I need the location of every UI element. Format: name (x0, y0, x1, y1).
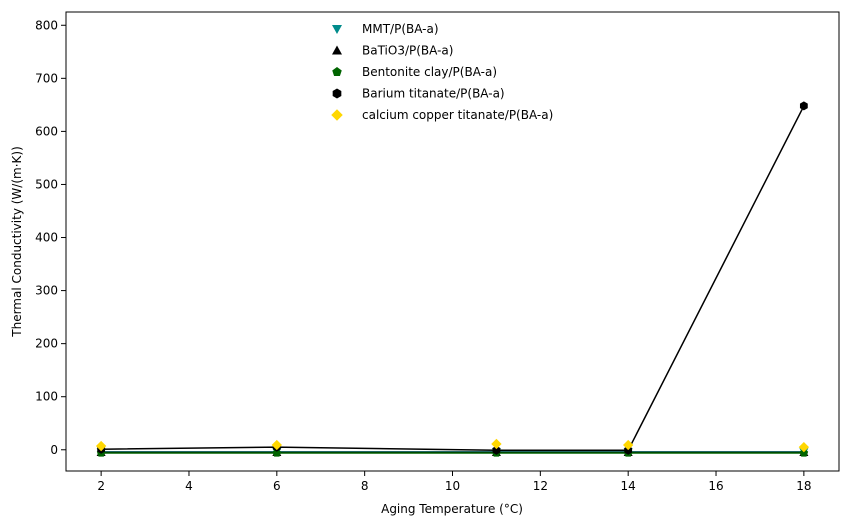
series-5 (95, 438, 810, 453)
legend-label: MMT/P(BA-a) (362, 22, 439, 36)
x-tick-label: 2 (97, 479, 105, 493)
legend-label: calcium copper titanate/P(BA-a) (362, 108, 553, 122)
legend-marker (331, 109, 343, 121)
y-tick-label: 200 (35, 337, 58, 351)
data-point (491, 438, 502, 450)
x-tick-label: 8 (361, 479, 369, 493)
legend-item: calcium copper titanate/P(BA-a) (331, 108, 553, 122)
x-tick-label: 14 (621, 479, 636, 493)
legend-marker (332, 88, 342, 99)
legend-label: Barium titanate/P(BA-a) (362, 87, 505, 101)
legend: MMT/P(BA-a) BaTiO3/P(BA-a) Bentonite clay/… (331, 22, 553, 122)
y-tick-label: 400 (35, 231, 58, 245)
y-axis-label: Thermal Conductivity (W/(m·K)) (10, 146, 24, 337)
x-tick-label: 12 (533, 479, 548, 493)
data-point (271, 439, 282, 451)
y-tick-label: 700 (35, 71, 58, 85)
data-point (798, 441, 810, 453)
y-tick-label: 100 (35, 390, 58, 404)
y-tick-label: 600 (35, 124, 58, 138)
plot-background (66, 12, 839, 471)
y-tick-label: 500 (35, 177, 58, 191)
data-point (272, 448, 282, 457)
legend-item: Barium titanate/P(BA-a) (332, 87, 505, 101)
x-tick-label: 6 (273, 479, 281, 493)
legend-item: MMT/P(BA-a) (332, 22, 439, 36)
data-point (799, 101, 808, 111)
x-tick-label: 10 (445, 479, 460, 493)
y-tick-label: 300 (35, 284, 58, 298)
x-tick-label: 4 (185, 479, 193, 493)
data-point (95, 440, 107, 452)
x-tick-label: 16 (708, 479, 723, 493)
legend-marker (332, 45, 342, 55)
y-tick-label: 800 (35, 18, 58, 32)
data-point (799, 448, 809, 457)
legend-label: Bentonite clay/P(BA-a) (362, 65, 497, 79)
legend-label: BaTiO3/P(BA-a) (362, 44, 453, 58)
legend-item: Bentonite clay/P(BA-a) (332, 65, 497, 79)
y-tick-label: 0 (50, 443, 58, 457)
x-tick-label: 18 (796, 479, 811, 493)
data-point (623, 439, 634, 451)
legend-marker (332, 67, 342, 77)
x-axis-ticks: 2 4 6 8 10 12 14 16 18 (97, 471, 812, 493)
series-layer (95, 101, 810, 457)
legend-marker (332, 25, 342, 34)
data-point (492, 445, 501, 455)
legend-item: BaTiO3/P(BA-a) (332, 44, 453, 58)
y-axis-ticks: 0 100 200 300 400 500 600 700 800 (35, 18, 66, 457)
x-axis-label: Aging Temperature (°C) (381, 502, 523, 516)
